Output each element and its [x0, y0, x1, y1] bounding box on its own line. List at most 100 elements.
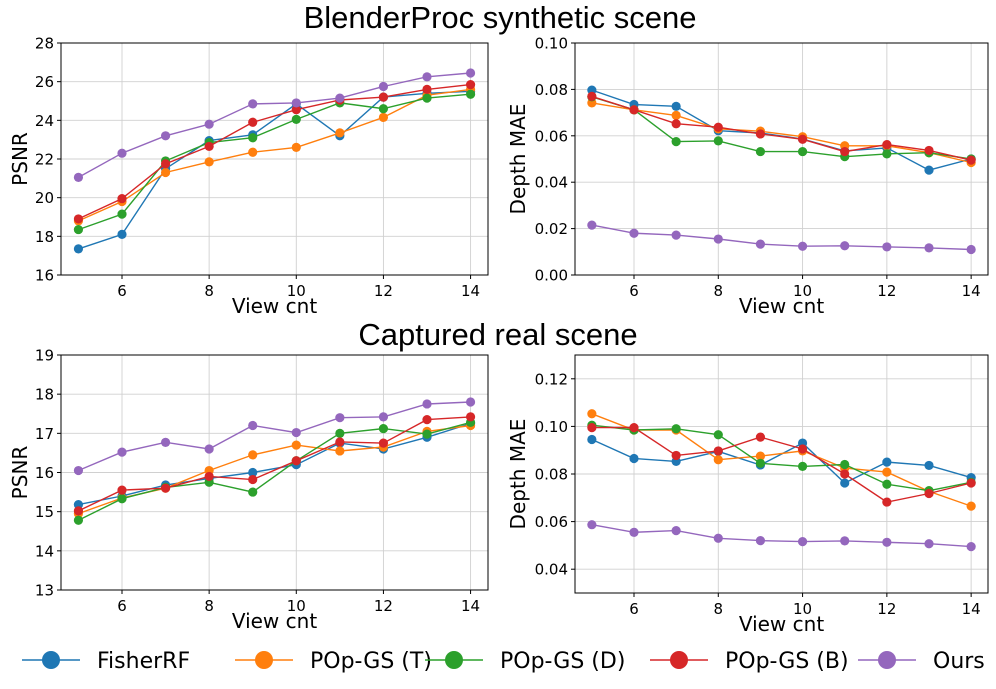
- chart-real-depth-mae: 6 8 10 12 14 0.04 0.06 0.08 0.10 0.12 View cnt Dept…: [506, 354, 989, 636]
- data-point: [248, 117, 258, 127]
- x-tick-label: 14: [962, 600, 981, 618]
- data-point: [713, 446, 723, 456]
- y-tick-label: 0.10: [535, 35, 568, 53]
- data-point: [924, 145, 934, 156]
- series-line: [591, 102, 972, 164]
- series-line: [591, 89, 972, 171]
- data-point: [291, 456, 301, 466]
- data-point: [248, 147, 258, 157]
- series-line: [591, 224, 972, 251]
- data-point: [755, 451, 766, 461]
- data-point: [204, 444, 214, 454]
- data-point: [882, 457, 892, 467]
- axes-frame: [574, 42, 989, 276]
- data-point: [755, 239, 766, 249]
- data-point: [160, 167, 171, 178]
- series-line: [78, 416, 471, 512]
- data-point: [422, 415, 432, 425]
- data-point: [671, 137, 681, 147]
- legend-label: Ours: [933, 649, 985, 674]
- y-tick-label: 0.04: [535, 561, 568, 579]
- data-point: [378, 81, 389, 92]
- y-tick-label: 19: [35, 347, 54, 365]
- y-tick-label: 16: [35, 267, 54, 285]
- y-tick-label: 0.08: [535, 81, 568, 99]
- data-point: [755, 536, 766, 546]
- data-point: [335, 128, 345, 138]
- data-point: [797, 461, 808, 471]
- data-point: [248, 450, 258, 460]
- data-point: [248, 474, 258, 485]
- data-point: [465, 397, 476, 407]
- x-axis-label: View cnt: [739, 294, 824, 318]
- x-tick-label: 12: [877, 282, 896, 300]
- series-line: [591, 524, 972, 548]
- legend-label: POp-GS (D): [500, 649, 625, 674]
- data-point: [882, 242, 892, 252]
- y-tick-label: 20: [35, 189, 54, 207]
- x-tick-label: 12: [877, 600, 896, 618]
- data-point: [797, 134, 808, 144]
- legend-label: POp-GS (B): [725, 649, 849, 674]
- data-point: [924, 460, 934, 471]
- y-tick-label: 0.08: [535, 466, 568, 484]
- data-point: [73, 214, 84, 224]
- chart-synthetic-psnr: 6 8 10 12 14 16 18 20 22 24 26 28 View cnt PSNR: [8, 35, 489, 318]
- legend-label: FisherRF: [97, 649, 190, 674]
- data-point: [422, 93, 432, 103]
- y-tick-label: 0.06: [535, 513, 568, 531]
- data-point: [966, 541, 976, 552]
- data-point: [291, 440, 301, 450]
- x-tick-label: 10: [287, 597, 306, 615]
- series-line: [591, 426, 972, 503]
- x-tick-label: 6: [117, 597, 127, 615]
- data-point: [713, 533, 723, 543]
- data-point: [422, 84, 432, 94]
- data-point: [924, 539, 934, 549]
- data-point: [248, 467, 258, 478]
- x-tick-label: 10: [793, 282, 812, 300]
- data-point: [117, 194, 127, 204]
- x-tick-label: 6: [629, 600, 639, 618]
- data-point: [73, 172, 84, 182]
- data-point: [73, 224, 84, 235]
- series-line: [78, 83, 471, 220]
- data-point: [629, 228, 639, 238]
- data-point: [73, 244, 84, 254]
- data-point: [797, 146, 808, 157]
- x-tick-label: 8: [714, 600, 724, 618]
- data-point: [671, 119, 681, 129]
- data-point: [755, 432, 766, 442]
- y-tick-label: 0.12: [535, 370, 568, 388]
- data-point: [73, 465, 84, 476]
- legend-marker: [445, 651, 463, 669]
- legend-marker: [670, 651, 688, 669]
- data-point: [671, 526, 681, 536]
- data-point: [882, 140, 892, 150]
- section-title-synthetic: BlenderProc synthetic scene: [304, 0, 697, 35]
- data-point: [378, 104, 389, 114]
- data-point: [422, 429, 432, 439]
- data-point: [882, 479, 892, 489]
- data-point: [204, 119, 214, 129]
- data-point: [335, 428, 345, 438]
- y-axis-label: Depth MAE: [506, 104, 530, 215]
- data-point: [291, 142, 301, 152]
- x-tick-label: 10: [793, 600, 812, 618]
- series-line: [78, 88, 471, 222]
- x-tick-label: 8: [204, 282, 214, 300]
- data-point: [335, 93, 345, 103]
- x-tick-label: 14: [461, 282, 480, 300]
- data-point: [755, 458, 766, 468]
- data-point: [840, 469, 850, 479]
- data-point: [797, 444, 808, 454]
- data-point: [248, 133, 258, 143]
- y-tick-label: 26: [35, 73, 54, 91]
- data-point: [587, 91, 597, 101]
- data-point: [882, 537, 892, 547]
- data-point: [966, 155, 976, 165]
- series-line: [591, 96, 972, 160]
- data-point: [966, 244, 976, 255]
- x-axis-label: View cnt: [232, 609, 317, 633]
